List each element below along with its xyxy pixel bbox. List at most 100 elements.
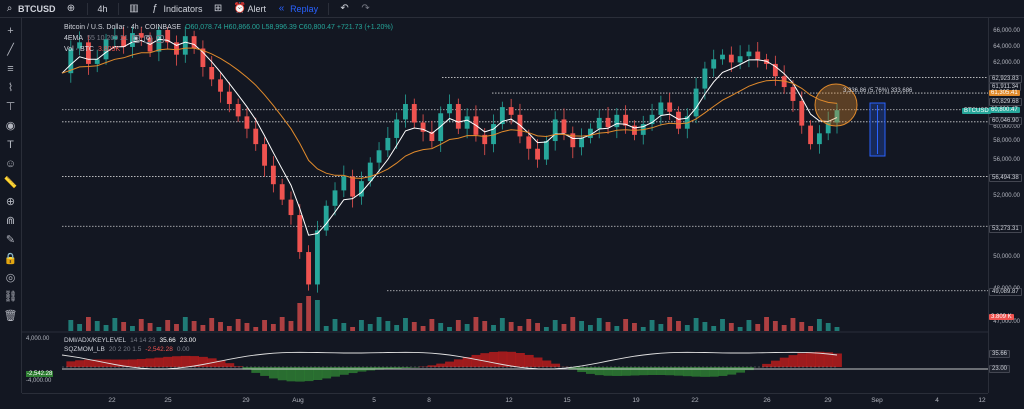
eye-icon[interactable]: ◉ xyxy=(131,34,140,43)
volume-bar xyxy=(720,319,725,331)
add-symbol-icon[interactable]: ⊕ xyxy=(66,3,76,14)
momentum-bar xyxy=(541,360,552,367)
momentum-bar xyxy=(268,367,279,379)
text-icon[interactable]: T xyxy=(7,139,14,151)
momentum-bar xyxy=(762,363,772,367)
drawing-toolbar: + ╱ ≡ ⌇ ⊤ ◉ T ☺ 📏 ⊕ ⋒ ✎ 🔒 ◎ ⛓ 🗑 xyxy=(0,18,22,393)
momentum-bar xyxy=(189,356,200,367)
volume-bar xyxy=(746,320,752,331)
alert-button[interactable]: ⏰ Alert xyxy=(234,3,267,14)
candle-body xyxy=(288,199,294,216)
momentum-bar xyxy=(691,367,701,377)
replay-button[interactable]: « Replay xyxy=(276,3,318,14)
trash-icon[interactable]: 🗑 xyxy=(3,310,18,322)
candle-body xyxy=(464,116,470,129)
volume-bar xyxy=(218,322,223,331)
momentum-bar xyxy=(304,367,314,382)
volume-bar xyxy=(491,325,496,331)
price-tick-label: 60,000.00 xyxy=(993,124,1020,130)
chart-type-icon[interactable]: ▥ xyxy=(129,3,139,14)
volume-bar xyxy=(403,318,408,331)
volume-bar xyxy=(517,326,523,331)
candle-body xyxy=(676,111,681,129)
volume-bar xyxy=(385,321,391,331)
indicators-button[interactable]: ƒ Indicators xyxy=(150,3,202,14)
time-tick-label: Aug xyxy=(292,397,304,404)
price-chart[interactable] xyxy=(22,18,988,393)
volume-bar xyxy=(138,319,144,331)
candle-body xyxy=(279,184,285,200)
momentum-bar xyxy=(630,367,640,376)
layout-icon[interactable]: ⊞ xyxy=(213,3,223,14)
ema-params: 55 10 200 21 xyxy=(87,35,128,42)
lock-icon[interactable]: 🔒 xyxy=(3,253,18,265)
symbol-search[interactable]: ⌕ BTCUSD xyxy=(4,3,56,14)
replay-icon: « xyxy=(278,3,285,14)
candle-body xyxy=(306,252,312,285)
candle-body xyxy=(834,110,840,123)
candle-body xyxy=(526,136,532,149)
magnet-icon[interactable]: ⋒ xyxy=(5,215,16,227)
interval-button[interactable]: 4h xyxy=(97,3,108,14)
candle-body xyxy=(253,128,259,145)
momentum-bar xyxy=(735,367,746,373)
volume-bar xyxy=(587,325,593,331)
price-tag-current: 60,800.47 xyxy=(989,107,1020,113)
ruler-icon[interactable]: 📏 xyxy=(3,177,18,189)
volume-bar xyxy=(808,326,814,331)
settings-icon[interactable]: ⚙ xyxy=(143,34,152,43)
candle-body xyxy=(447,104,452,114)
pencil-lock-icon[interactable]: ✎ xyxy=(5,234,16,246)
volume-bar xyxy=(279,317,285,331)
momentum-bar xyxy=(453,359,464,367)
zoom-icon[interactable]: ⊕ xyxy=(5,196,16,208)
pitchfork-icon[interactable]: ⊤ xyxy=(5,101,16,113)
momentum-bar xyxy=(260,367,270,376)
candle-body xyxy=(411,104,417,123)
sqz-value-2: 0.00 xyxy=(176,346,190,353)
volume-bar xyxy=(297,303,303,331)
momentum-bar xyxy=(119,359,129,367)
eye-icon[interactable]: ◎ xyxy=(5,272,16,284)
momentum-bar xyxy=(401,367,411,369)
volume-bar xyxy=(165,320,171,331)
chart-pane[interactable] xyxy=(22,18,988,393)
price-tick-label: 56,000.00 xyxy=(993,157,1020,163)
close-icon[interactable]: × xyxy=(155,34,164,43)
crosshair-icon[interactable]: + xyxy=(7,25,14,37)
momentum-bar xyxy=(832,353,842,367)
price-tick-label: 62,000.00 xyxy=(993,60,1020,66)
trend-line-icon[interactable]: ╱ xyxy=(7,44,14,56)
time-axis[interactable]: 22 25 29 Aug 5 8 12 15 19 22 26 29 Sep 4 12 xyxy=(22,393,988,409)
volume-bar xyxy=(702,322,708,331)
chart-legend: Bitcoin / U.S. Dollar · 4h · COINBASE O6… xyxy=(64,22,393,55)
pattern-icon[interactable]: ◉ xyxy=(5,120,16,132)
candle-body xyxy=(270,165,276,185)
volume-bar xyxy=(429,319,435,331)
candle-body xyxy=(68,48,74,74)
momentum-bar xyxy=(603,367,613,376)
link-icon[interactable]: ⛓ xyxy=(3,291,18,303)
ind-axis-top: 4,000.00 xyxy=(26,336,50,342)
volume-bar xyxy=(464,324,470,331)
volume-bar xyxy=(182,317,188,331)
emoji-icon[interactable]: ☺ xyxy=(4,158,17,170)
volume-bar xyxy=(103,325,109,331)
price-tag-level: 62,923.83 xyxy=(989,75,1022,83)
candle-body xyxy=(403,104,408,120)
ind-axis-mid: -2,542.28 xyxy=(26,371,54,377)
momentum-bar xyxy=(277,367,288,381)
volume-bar xyxy=(85,317,91,331)
candle-body xyxy=(297,215,303,253)
fib-retracement-icon[interactable]: ≡ xyxy=(7,63,14,75)
candle-body xyxy=(728,54,734,63)
candle-body xyxy=(799,100,805,126)
brush-icon[interactable]: ⌇ xyxy=(7,82,14,94)
undo-icon[interactable]: ↶ xyxy=(340,3,349,14)
volume-bar xyxy=(693,318,699,331)
indicators-icon: ƒ xyxy=(152,3,158,14)
volume-bar xyxy=(825,323,831,331)
momentum-bar xyxy=(524,354,534,367)
redo-icon[interactable]: ↷ xyxy=(361,3,370,14)
price-axis[interactable]: 66,000.00 64,000.00 62,000.00 60,000.00 58,0… xyxy=(988,18,1024,393)
